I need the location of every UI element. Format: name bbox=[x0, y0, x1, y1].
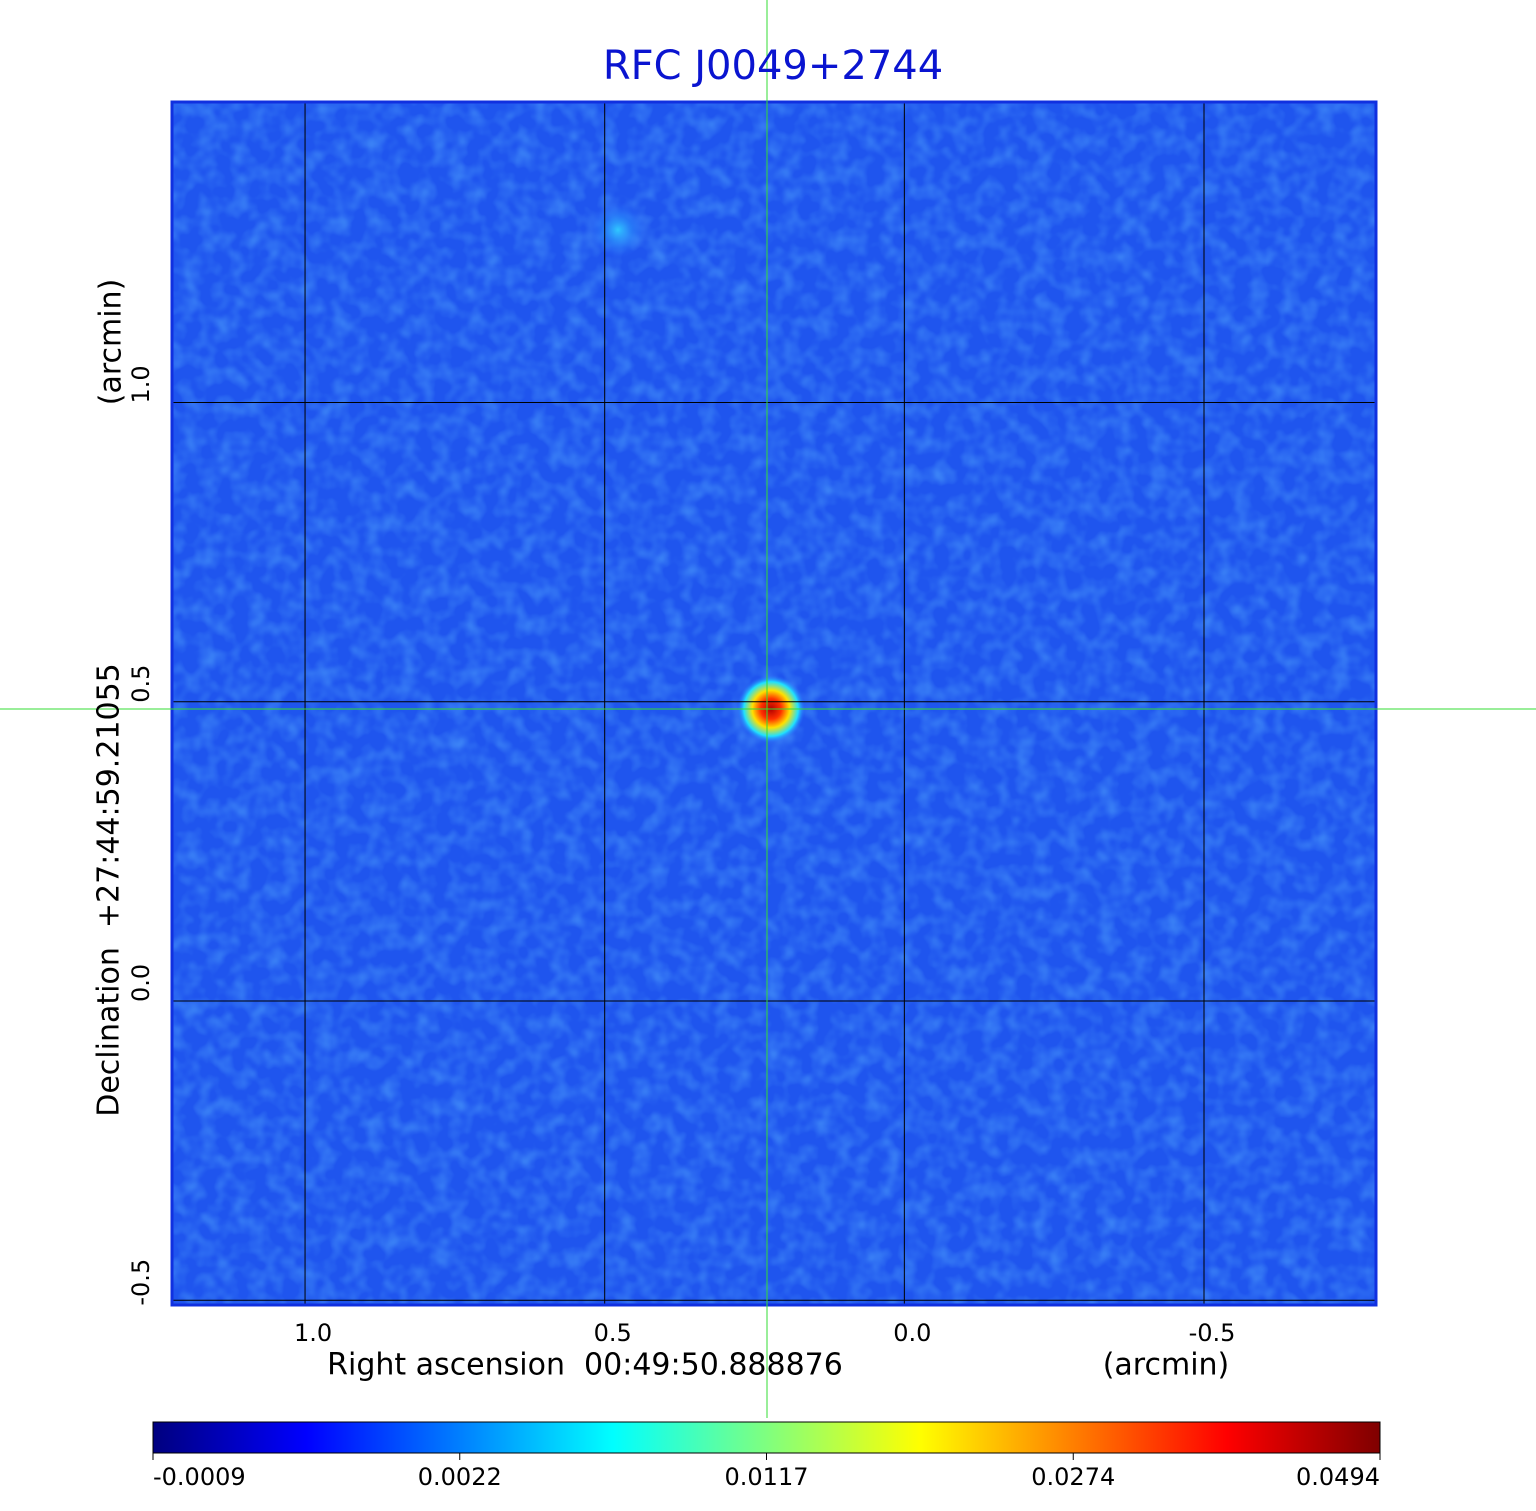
x-tick-label: -0.5 bbox=[1189, 1319, 1236, 1347]
colorbar-tick-label: 0.0117 bbox=[725, 1463, 809, 1491]
secondary-source bbox=[590, 202, 646, 258]
plot-frame bbox=[170, 100, 1378, 1307]
x-tick-label: 1.0 bbox=[294, 1319, 332, 1347]
colorbar bbox=[152, 1421, 1381, 1454]
y-tick-label: -0.5 bbox=[127, 1259, 155, 1306]
chart-title: RFC J0049+2744 bbox=[603, 43, 943, 89]
y-axis-unit: (arcmin) bbox=[94, 279, 129, 406]
grid bbox=[172, 102, 1376, 1305]
y-tick-label: 0.0 bbox=[127, 964, 155, 1002]
x-tick-label: 0.5 bbox=[594, 1319, 632, 1347]
x-tick-label: 0.0 bbox=[893, 1319, 931, 1347]
colorbar-tick-label: 0.0274 bbox=[1031, 1463, 1115, 1491]
y-tick-label: 1.0 bbox=[127, 365, 155, 403]
x-axis-label: Right ascension 00:49:50.888876 bbox=[327, 1348, 843, 1383]
y-axis-label: Declination +27:44:59.21055 bbox=[92, 663, 127, 1117]
colorbar-tick-label: -0.0009 bbox=[153, 1463, 246, 1491]
colorbar-tick-label: 0.0494 bbox=[1296, 1463, 1380, 1491]
colorbar-tick-label: 0.0022 bbox=[418, 1463, 502, 1491]
x-axis-unit: (arcmin) bbox=[1103, 1348, 1230, 1383]
y-tick-label: 0.5 bbox=[127, 665, 155, 703]
